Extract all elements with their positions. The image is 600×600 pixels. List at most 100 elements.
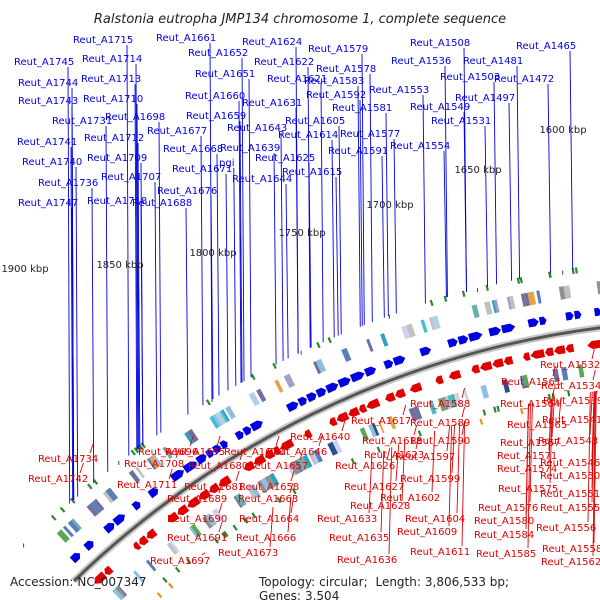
annotation-block — [187, 428, 199, 443]
feature-tick — [232, 524, 238, 531]
reverse-gene-label: Reut_A1585 — [476, 549, 536, 560]
label-leader — [547, 83, 552, 274]
annotation-block — [248, 392, 260, 407]
feature-tick — [516, 277, 521, 284]
label-leader — [443, 150, 447, 298]
reverse-gene-label: Reut_A1599 — [400, 474, 460, 485]
label-leader — [295, 107, 299, 354]
annotation-block — [377, 420, 385, 434]
label-leader — [105, 125, 109, 472]
annotation-block — [596, 280, 600, 295]
reverse-gene-label: Reut_A1618 — [362, 436, 422, 447]
label-leader — [154, 181, 158, 436]
gene-arrow — [69, 552, 80, 564]
annotation-block — [366, 338, 374, 353]
forward-gene-label: Reut_A1577 — [340, 129, 400, 140]
label-leader — [209, 42, 213, 400]
label-leader — [393, 138, 397, 314]
forward-gene-label: Reut_A1508 — [410, 38, 470, 49]
feature-tick — [376, 446, 381, 453]
gene-arrow — [501, 323, 516, 334]
forward-gene-label: Reut_A1536 — [391, 56, 451, 67]
forward-gene-label: Reut_A1625 — [255, 153, 315, 164]
feature-tick — [205, 399, 211, 406]
gene-arrow — [147, 487, 159, 499]
forward-gene-label: pgi — [219, 158, 234, 169]
forward-gene-label: Reut_A1747 — [18, 198, 78, 209]
reverse-orange-ticks — [156, 407, 524, 599]
label-leader — [402, 404, 407, 416]
label-leader — [591, 391, 595, 503]
forward-gene-label: Reut_A1621 — [267, 74, 327, 85]
sequence-info: Topology: circular; Length: 3,806,533 bp; … — [259, 575, 600, 600]
reverse-gene-label: Reut_A1562 — [541, 557, 600, 568]
label-leader — [451, 424, 456, 474]
annotation-block — [67, 520, 80, 533]
annotation-block — [202, 515, 213, 529]
annotation-block — [112, 588, 124, 600]
gene-arrow — [554, 345, 566, 355]
gene-arrow — [103, 522, 115, 534]
gene-arrow — [315, 387, 327, 398]
feature-tick — [59, 506, 66, 513]
annotation-block — [225, 405, 236, 420]
gene-arrow — [249, 420, 263, 432]
label-leader — [91, 187, 95, 484]
gene-arrow — [348, 406, 360, 417]
annotation-block — [135, 466, 146, 479]
annotation-block — [428, 317, 436, 331]
gene-arrow — [594, 307, 600, 317]
forward-gene-label: Reut_A1465 — [516, 41, 576, 52]
reverse-gene-label: Reut_A1590 — [410, 436, 470, 447]
annotation-block — [115, 586, 126, 598]
annotation-block — [313, 449, 323, 463]
gene-arrow — [280, 438, 295, 450]
reverse-gene-label: Reut_A1539 — [543, 396, 600, 407]
annotation-block — [212, 414, 222, 427]
reverse-gene-label: Reut_A1697 — [150, 556, 210, 567]
forward-gene-label: Reut_A1578 — [316, 64, 376, 75]
annotation-block — [527, 291, 537, 306]
forward-gene-label: Reut_A1553 — [369, 85, 429, 96]
genes-label: Genes: — [259, 589, 301, 600]
annotation-block — [332, 439, 343, 454]
label-leader — [357, 85, 361, 327]
annotation-block — [146, 457, 157, 470]
forward-gene-label: Reut_A1472 — [494, 74, 554, 85]
reverse-gene-label: Reut_A1680 — [188, 461, 248, 472]
feature-tick — [130, 449, 136, 456]
annotation-block — [428, 400, 437, 415]
label-leader — [592, 369, 596, 381]
gene-arrow — [244, 460, 256, 472]
annotation-block — [308, 452, 317, 466]
label-leader — [175, 447, 180, 459]
gene-arrow — [297, 396, 307, 407]
annotation-block — [327, 441, 339, 456]
reverse-gene-label: Reut_A1695 — [165, 447, 225, 458]
annotation-block — [128, 470, 141, 484]
feature-tick — [482, 409, 487, 416]
reverse-gene-label: Reut_A1708 — [124, 459, 184, 470]
annotation-block — [408, 407, 419, 422]
forward-gene-label: Reut_A1743 — [18, 96, 78, 107]
reverse-gene-label: Reut_A1584 — [474, 530, 534, 541]
gene-arrow — [94, 571, 108, 584]
feature-tick — [174, 566, 181, 573]
gene-arrow — [133, 541, 142, 550]
gene-arrow — [587, 339, 600, 349]
feature-tick — [461, 290, 466, 297]
reverse-gene-label: Reut_A1532 — [540, 360, 600, 371]
annotation-block — [256, 388, 267, 403]
gene-arrow — [363, 366, 377, 377]
gene-arrow — [349, 371, 365, 383]
reverse-gene-label: Reut_A1604 — [405, 514, 465, 525]
feature-tick — [519, 407, 524, 415]
label-leader — [201, 552, 206, 556]
gene-arrow — [468, 331, 483, 342]
annotation-block — [62, 525, 74, 538]
label-leader — [235, 470, 240, 482]
label-leader-lines — [67, 42, 598, 557]
annotation-block — [560, 366, 569, 381]
annotation-block — [502, 379, 511, 393]
annotation-block — [536, 290, 542, 304]
